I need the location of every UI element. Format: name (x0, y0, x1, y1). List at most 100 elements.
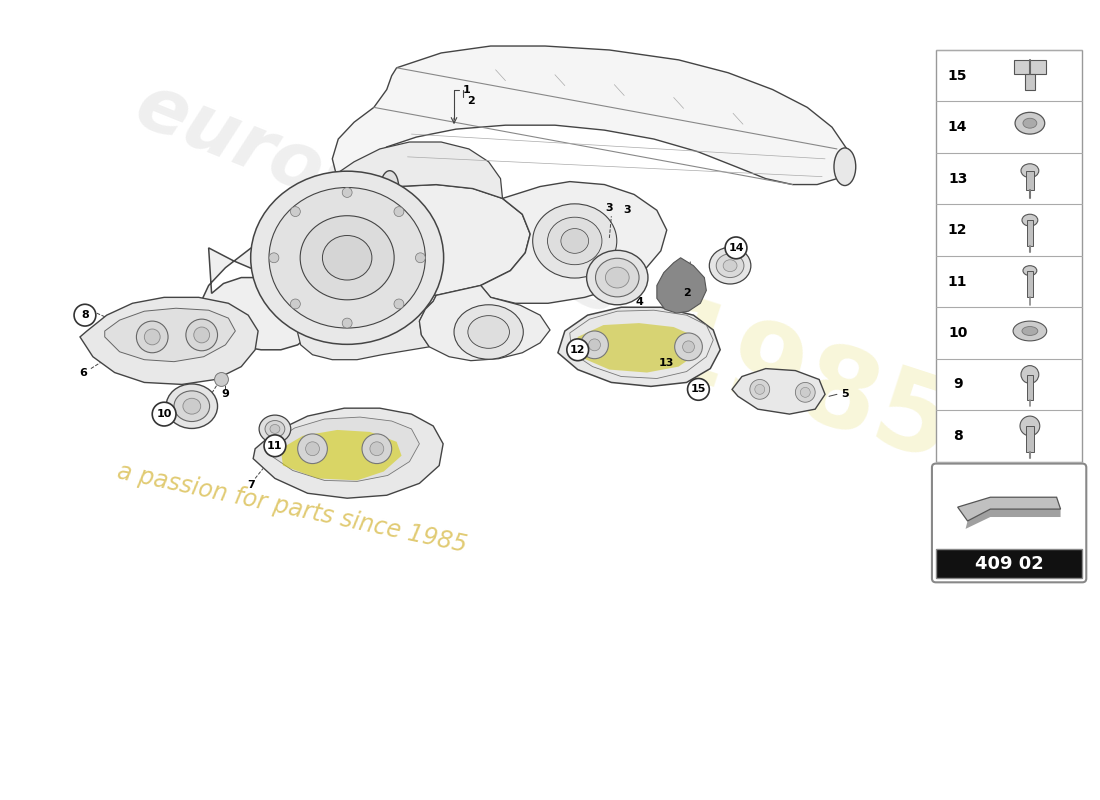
Polygon shape (271, 417, 419, 482)
Text: 13: 13 (948, 172, 967, 186)
Polygon shape (298, 295, 437, 360)
Bar (1026, 426, 1034, 452)
Ellipse shape (716, 254, 744, 278)
Ellipse shape (1023, 118, 1037, 128)
Circle shape (750, 379, 770, 399)
Text: 10: 10 (156, 409, 172, 419)
Ellipse shape (586, 250, 648, 305)
Circle shape (683, 341, 694, 353)
Ellipse shape (605, 267, 629, 288)
Polygon shape (104, 308, 235, 362)
Ellipse shape (548, 218, 602, 265)
Text: 3: 3 (606, 203, 613, 214)
Circle shape (416, 253, 426, 262)
Circle shape (362, 434, 392, 463)
Polygon shape (558, 307, 720, 386)
Circle shape (342, 318, 352, 328)
Ellipse shape (381, 170, 398, 202)
Polygon shape (280, 430, 402, 481)
Text: 15: 15 (948, 69, 967, 82)
Bar (1027, 374, 1033, 400)
Ellipse shape (270, 425, 279, 434)
Circle shape (264, 435, 286, 457)
Ellipse shape (595, 258, 639, 297)
Polygon shape (419, 286, 550, 361)
Text: 5: 5 (842, 390, 849, 399)
Circle shape (688, 378, 710, 400)
Ellipse shape (183, 398, 200, 414)
Ellipse shape (468, 316, 509, 348)
Circle shape (394, 206, 404, 217)
Circle shape (801, 387, 811, 398)
Polygon shape (657, 258, 706, 313)
Text: 10: 10 (948, 326, 967, 340)
Polygon shape (332, 46, 849, 208)
Circle shape (290, 299, 300, 309)
Circle shape (136, 321, 168, 353)
Text: 8: 8 (81, 310, 89, 320)
Text: 409 02: 409 02 (975, 554, 1044, 573)
Ellipse shape (322, 235, 372, 280)
Circle shape (144, 329, 161, 345)
Bar (1026, 170, 1034, 190)
Circle shape (298, 434, 328, 463)
Circle shape (674, 333, 703, 361)
Bar (936, 549, 1082, 578)
Ellipse shape (454, 305, 524, 359)
Text: 14: 14 (728, 243, 744, 253)
Ellipse shape (270, 187, 426, 328)
Ellipse shape (174, 391, 210, 422)
Circle shape (566, 339, 588, 361)
Text: 2: 2 (683, 288, 691, 298)
Circle shape (194, 327, 210, 343)
Ellipse shape (260, 415, 290, 443)
Ellipse shape (300, 216, 394, 300)
Polygon shape (966, 509, 1060, 529)
Circle shape (725, 237, 747, 258)
Polygon shape (958, 498, 1060, 521)
Ellipse shape (1015, 112, 1045, 134)
Text: eurospartes: eurospartes (124, 68, 634, 331)
Circle shape (342, 187, 352, 198)
Text: 13: 13 (659, 358, 674, 368)
FancyBboxPatch shape (932, 463, 1087, 582)
Circle shape (270, 253, 279, 262)
Ellipse shape (1022, 214, 1037, 226)
Text: 2: 2 (466, 97, 474, 106)
Text: 15: 15 (691, 384, 706, 394)
Ellipse shape (251, 171, 443, 344)
Text: 8: 8 (953, 429, 962, 443)
Text: 12: 12 (570, 345, 585, 354)
Ellipse shape (723, 260, 737, 272)
Ellipse shape (166, 384, 218, 429)
Ellipse shape (1022, 326, 1037, 335)
Circle shape (755, 385, 764, 394)
Text: 7: 7 (248, 480, 255, 490)
Text: 1: 1 (463, 85, 471, 94)
Text: 12: 12 (948, 223, 967, 237)
Circle shape (306, 442, 319, 456)
Text: 3: 3 (624, 206, 631, 215)
Ellipse shape (710, 247, 751, 284)
Circle shape (581, 331, 608, 358)
Circle shape (74, 304, 96, 326)
Text: 11: 11 (948, 274, 967, 289)
Circle shape (588, 339, 601, 350)
Text: 1985: 1985 (639, 290, 966, 486)
Polygon shape (253, 408, 443, 498)
Polygon shape (574, 323, 698, 373)
Circle shape (795, 382, 815, 402)
Bar (1027, 270, 1033, 298)
Circle shape (290, 206, 300, 217)
Text: 11: 11 (267, 441, 283, 450)
Text: a passion for parts since 1985: a passion for parts since 1985 (114, 460, 469, 558)
Polygon shape (80, 298, 258, 385)
Ellipse shape (1023, 266, 1037, 275)
Bar (936, 50, 1082, 462)
Ellipse shape (265, 421, 285, 438)
Circle shape (394, 299, 404, 309)
Text: 14: 14 (948, 120, 967, 134)
Polygon shape (481, 182, 667, 303)
Circle shape (1020, 416, 1040, 436)
Text: 9: 9 (221, 390, 230, 399)
